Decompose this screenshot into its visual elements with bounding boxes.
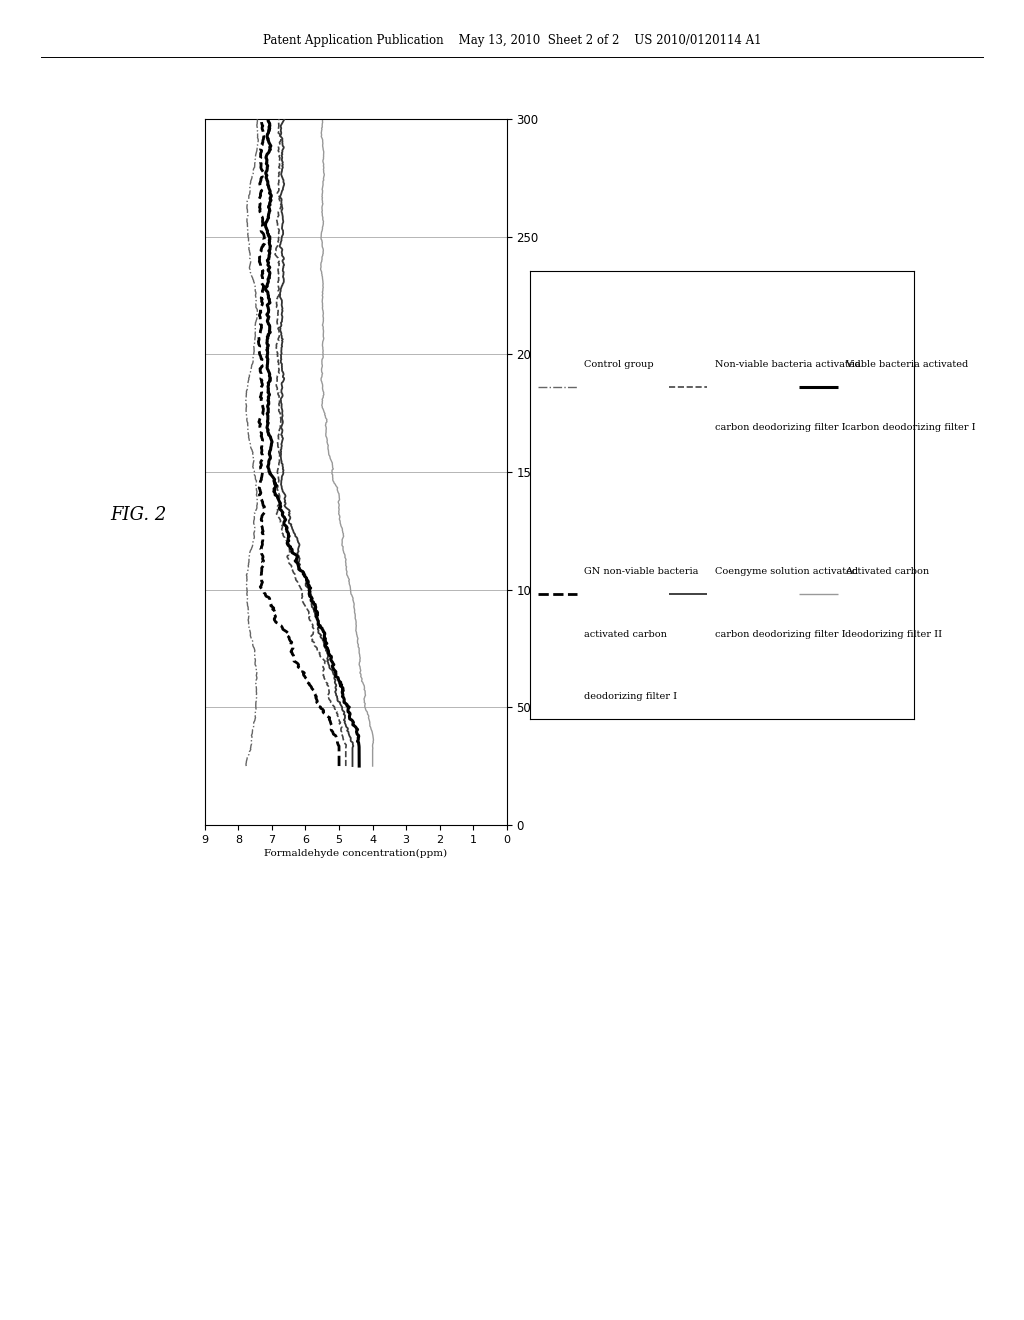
Text: activated carbon: activated carbon (584, 630, 667, 639)
Y-axis label: time(min): time(min) (546, 442, 559, 502)
Text: deodorizing filter II: deodorizing filter II (846, 630, 942, 639)
Text: Activated carbon: Activated carbon (846, 566, 930, 576)
Text: Non-viable bacteria activated: Non-viable bacteria activated (715, 360, 860, 370)
Text: deodorizing filter I: deodorizing filter I (584, 693, 677, 701)
Text: carbon deodorizing filter I: carbon deodorizing filter I (715, 424, 846, 432)
Text: carbon deodorizing filter I: carbon deodorizing filter I (715, 630, 846, 639)
Text: Patent Application Publication    May 13, 2010  Sheet 2 of 2    US 2010/0120114 : Patent Application Publication May 13, 2… (263, 34, 761, 48)
Text: GN non-viable bacteria: GN non-viable bacteria (584, 566, 698, 576)
X-axis label: Formaldehyde concentration(ppm): Formaldehyde concentration(ppm) (264, 849, 447, 858)
Text: Control group: Control group (584, 360, 653, 370)
Text: Viable bacteria activated: Viable bacteria activated (846, 360, 969, 370)
Text: Coengyme solution activated: Coengyme solution activated (715, 566, 858, 576)
Text: carbon deodorizing filter I: carbon deodorizing filter I (846, 424, 976, 432)
Text: FIG. 2: FIG. 2 (110, 506, 167, 524)
